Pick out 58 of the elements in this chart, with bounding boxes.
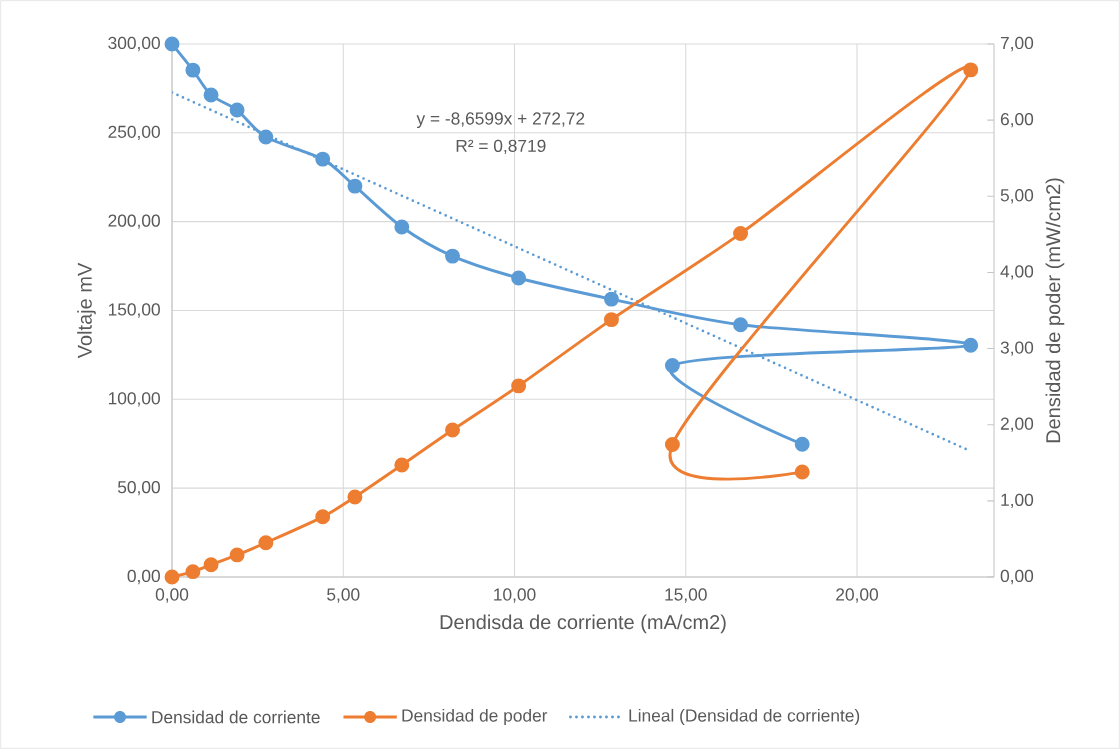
y2-tick-label: 5,00	[1000, 189, 1034, 204]
y2-tick-label: 3,00	[1000, 341, 1034, 356]
y-tick-label: 150,00	[108, 303, 160, 318]
point	[203, 87, 219, 103]
point	[347, 489, 363, 505]
point	[394, 457, 410, 473]
x-tick-label: 0,00	[155, 588, 189, 603]
y-tick-label: 200,00	[108, 214, 160, 229]
y2-tick-label: 6,00	[1000, 112, 1034, 128]
point	[258, 129, 274, 145]
y-tick-label: 50,00	[117, 480, 160, 496]
x-tick-label: 10,00	[494, 588, 536, 603]
annotation: R² = 0,8719	[456, 139, 546, 155]
point	[445, 422, 460, 438]
point	[963, 62, 979, 78]
point	[603, 291, 619, 307]
point	[664, 358, 680, 374]
y2-axis-title: Densidad de poder (mW/cm2)	[1045, 178, 1065, 443]
point	[963, 337, 979, 353]
point	[511, 270, 527, 286]
point	[164, 36, 180, 52]
legend-label: Lineal (Densidad de corriente)	[629, 708, 860, 726]
annotation: y = -8,6599x + 272,72	[416, 112, 585, 129]
point	[185, 62, 201, 78]
y-tick-label: 0,00	[127, 569, 160, 585]
y2-tick-label: 7,00	[1000, 36, 1034, 52]
point	[229, 547, 245, 563]
point	[164, 569, 180, 585]
y2-tick-label: 1,00	[1001, 493, 1034, 508]
point	[733, 226, 749, 242]
point	[794, 464, 810, 480]
legend-label: Densidad de corriente	[152, 710, 320, 724]
y2-tick-label: 2,00	[1000, 417, 1034, 432]
point	[203, 557, 219, 573]
point	[794, 436, 810, 452]
point	[347, 178, 363, 194]
point	[664, 437, 680, 452]
x-axis-title: Dendisda de corriente (mA/cm2)	[440, 614, 726, 634]
point	[733, 317, 749, 333]
point	[511, 378, 527, 394]
point	[603, 312, 619, 328]
point	[445, 248, 460, 264]
x-tick-label: 20,00	[836, 588, 879, 603]
x-tick-label: 5,00	[327, 588, 360, 603]
y2-tick-label: 4,00	[1000, 265, 1034, 280]
y-tick-label: 100,00	[108, 392, 160, 407]
point	[315, 151, 331, 167]
y-axis-title: Voltaje mV	[77, 262, 96, 359]
legend-label: Densidad de poder	[402, 708, 548, 726]
y-tick-label: 300,00	[108, 36, 160, 52]
y-tick-label: 250,00	[108, 125, 160, 140]
y2-tick-label: 0,00	[1000, 569, 1034, 585]
point	[315, 509, 331, 525]
point	[394, 219, 410, 235]
point	[185, 564, 201, 580]
point	[258, 535, 274, 551]
point	[229, 102, 245, 118]
x-tick-label: 15,00	[665, 588, 707, 603]
